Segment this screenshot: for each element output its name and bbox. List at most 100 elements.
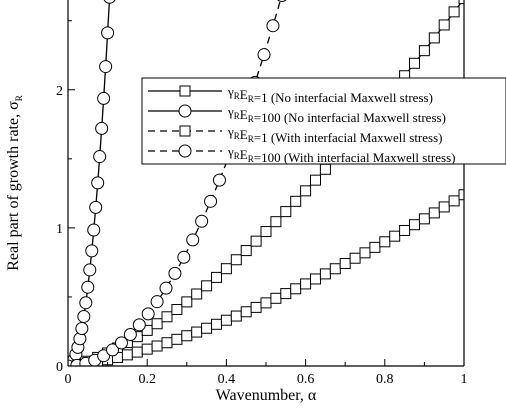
series-4-point: [257, 48, 271, 62]
y-axis-title-main: Real part of growth rate, σ: [5, 101, 22, 271]
series-4-point: [106, 343, 120, 357]
series-4-point: [212, 173, 226, 187]
series-3-point: [448, 195, 460, 207]
series-4-point: [159, 281, 173, 295]
series-3-point: [230, 310, 242, 322]
series-4-point: [277, 0, 287, 2]
series-4-point: [141, 307, 155, 321]
x-tick-label: 1: [461, 372, 468, 387]
series-3-point: [121, 349, 133, 361]
x-tick-label: 0.6: [297, 372, 315, 387]
series-2-point: [75, 321, 89, 335]
y-tick-label: 0: [56, 360, 63, 375]
series-2-point: [89, 200, 103, 214]
series-1-point: [300, 185, 312, 197]
legend-marker-2: [178, 104, 192, 118]
series-4-point: [204, 194, 218, 208]
series-1-point: [191, 288, 203, 300]
legend-text-part: E: [240, 127, 248, 142]
series-1-point: [428, 32, 440, 44]
series-3-point: [438, 201, 450, 213]
series-2-point: [101, 26, 115, 40]
x-tick-label: 0.2: [138, 372, 156, 387]
series-1-point: [280, 206, 292, 218]
series-1-point: [171, 303, 183, 315]
legend-text-part: =100 (No interfacial Maxwell stress): [254, 110, 446, 125]
series-3-point: [369, 241, 381, 253]
legend-text-part: γ: [227, 104, 234, 119]
series-1-point: [201, 280, 213, 292]
legend-text-part: =100 (With interfacial Maxwell stress): [254, 150, 456, 165]
legend-marker-3: [179, 125, 191, 137]
series-3-point: [141, 343, 153, 355]
series-2-point: [97, 91, 111, 105]
series-2-point: [81, 280, 95, 294]
legend-text-part: =1 (With interfacial Maxwell stress): [254, 130, 443, 145]
series-4-point: [168, 266, 182, 280]
series-3-point: [201, 322, 213, 334]
series-3-point: [418, 213, 430, 225]
series-4-point: [123, 327, 137, 341]
x-axis-title: Wavenumber, α: [216, 387, 317, 404]
series-1-point: [181, 296, 193, 308]
series-3-point: [240, 306, 252, 318]
legend-subscript: R: [248, 134, 254, 144]
legend-text-part: E: [240, 87, 248, 102]
series-2-point: [83, 263, 97, 277]
series-4-point: [195, 214, 209, 228]
series-4-point: [114, 336, 128, 350]
y-axis-title: Real part of growth rate, σR: [5, 95, 24, 270]
legend-label-2: γRER=100 (No interfacial Maxwell stress): [227, 104, 446, 125]
legend-subscript: R: [248, 114, 254, 124]
series-1-point: [409, 57, 420, 69]
legend-subscript: R: [248, 94, 254, 104]
legend-marker-1: [179, 85, 191, 97]
series-3-point: [191, 326, 203, 338]
series-1-point: [161, 311, 173, 323]
legend-label-3: γRER=1 (With interfacial Maxwell stress): [227, 124, 442, 145]
series-3-point: [339, 258, 351, 270]
series-2-point: [77, 309, 91, 323]
x-tick-label: 0: [65, 372, 72, 387]
series-1-point: [458, 0, 464, 5]
x-tick-label: 0.4: [218, 372, 236, 387]
series-2-point: [91, 176, 105, 190]
legend-text-part: E: [240, 147, 248, 162]
series-3-point: [270, 292, 282, 304]
series-2-point: [99, 60, 113, 74]
series-1-point: [418, 45, 430, 57]
series-3-point: [349, 252, 361, 264]
series-2-point: [87, 223, 101, 237]
series-3-point: [131, 346, 143, 358]
series-3-point: [151, 340, 163, 352]
legend-text-part: γ: [227, 124, 234, 139]
series-1-point: [250, 235, 262, 247]
legend-subscript: R: [248, 154, 254, 164]
legend-text-part: γ: [227, 84, 234, 99]
legend-text-part: γ: [227, 144, 234, 159]
series-1-point: [151, 318, 163, 330]
series-3-point: [211, 318, 222, 330]
series-3-point: [329, 263, 341, 275]
legend-label-1: γRER=1 (No interfacial Maxwell stress): [227, 84, 433, 105]
series-3-point: [458, 189, 464, 201]
legend-subscript: R: [234, 131, 240, 141]
series-1-point: [319, 163, 331, 175]
legend-subscript: R: [234, 91, 240, 101]
series-3-point: [389, 230, 401, 242]
series-3-point: [428, 207, 440, 219]
series-3-point: [260, 297, 272, 309]
series-4-point: [177, 250, 191, 264]
series-3-point: [280, 288, 292, 300]
series-4-point: [132, 318, 146, 332]
legend-subscript: R: [234, 151, 240, 161]
series-3-point: [171, 333, 183, 345]
series-2-point: [93, 150, 107, 164]
series-3-point: [300, 278, 312, 290]
series-4-point: [186, 233, 200, 247]
y-tick-label: 2: [56, 84, 63, 99]
series-3-point: [409, 219, 420, 231]
series-2-point: [85, 244, 99, 258]
series-3-point: [310, 273, 321, 285]
